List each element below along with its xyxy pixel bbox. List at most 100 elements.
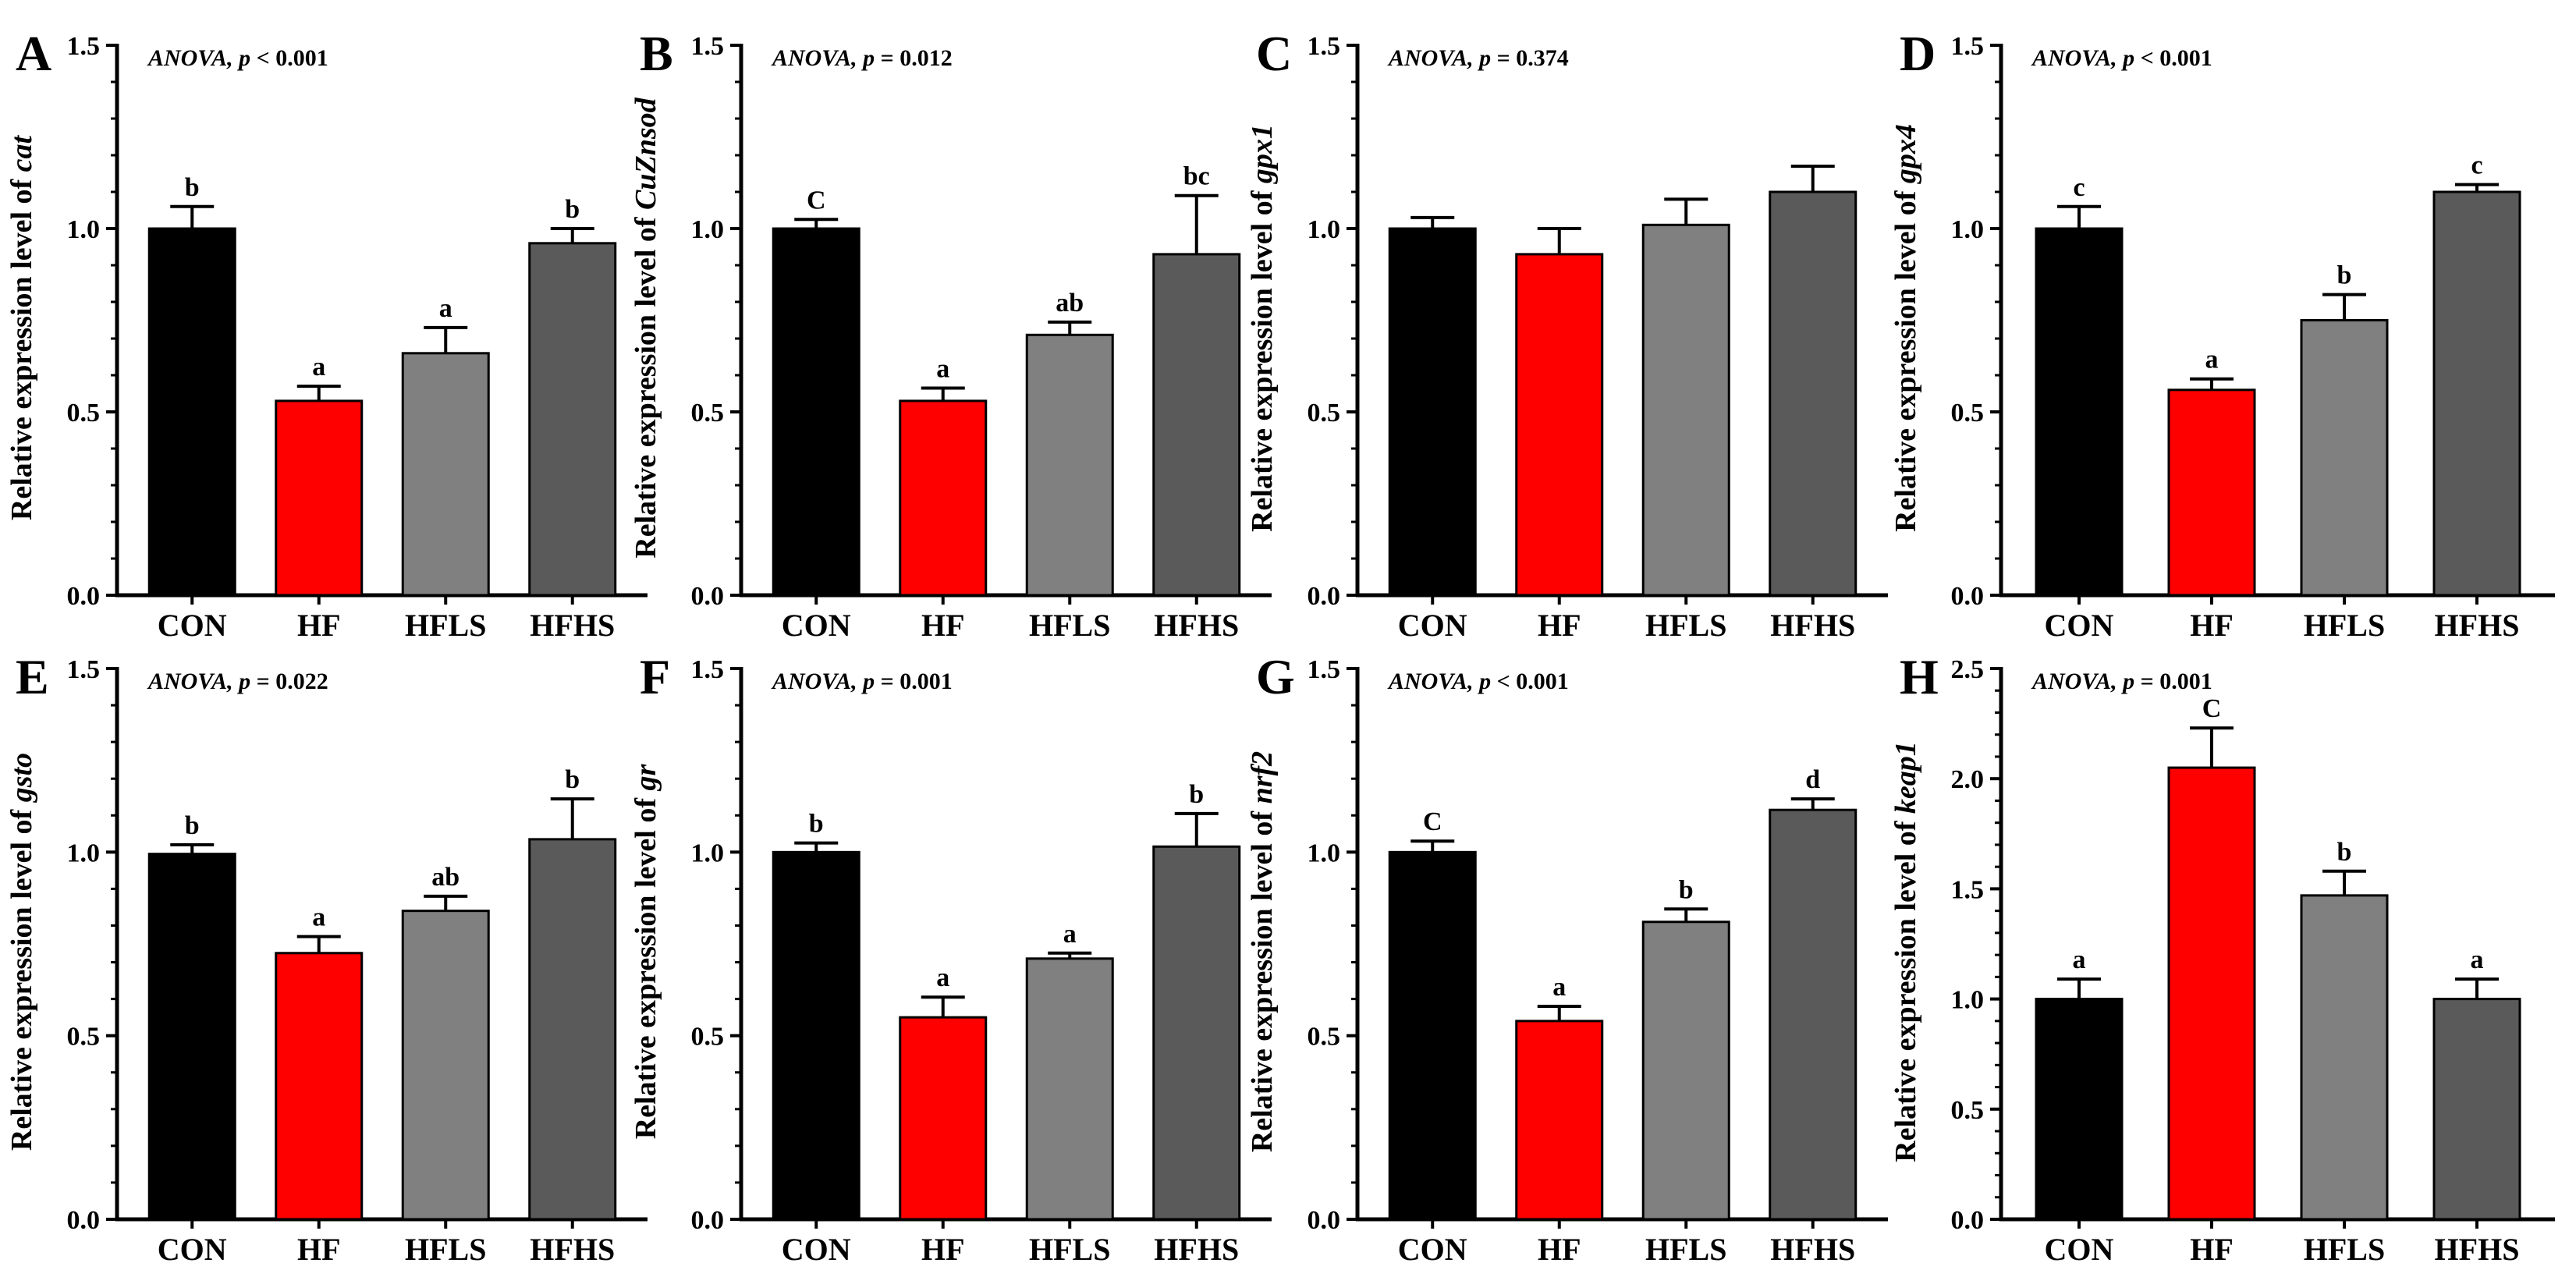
significance-letter: a — [439, 294, 452, 323]
x-category-label: HF — [921, 608, 965, 643]
y-tick-label: 1.0 — [67, 839, 101, 867]
y-axis-title-prefix: Relative expression level of — [630, 791, 662, 1140]
bar-hfhs — [1152, 845, 1241, 1221]
y-tick-label: 0.5 — [1951, 399, 1985, 427]
significance-letter: a — [1552, 973, 1566, 1002]
significance-letter: ab — [1056, 289, 1084, 317]
x-category-label: HFLS — [1645, 608, 1726, 643]
bar-hfhs — [2432, 998, 2521, 1221]
bar-hf — [1515, 253, 1604, 597]
bar-hfls — [401, 352, 490, 597]
significance-letter: b — [2337, 838, 2352, 867]
anova-p-value: = 0.022 — [257, 669, 328, 694]
y-axis-title-prefix: Relative expression level of — [1246, 803, 1279, 1152]
bar-hfls — [1641, 921, 1730, 1221]
y-tick-label: 0.5 — [1308, 1023, 1341, 1052]
anova-label: ANOVA, — [1387, 45, 1479, 71]
y-tick-label: 1.5 — [67, 655, 101, 684]
significance-letter: a — [312, 903, 325, 932]
x-category-label: HFHS — [1770, 608, 1855, 643]
x-category-label: HFLS — [2304, 1232, 2385, 1267]
y-tick-label: 0.5 — [67, 1023, 101, 1052]
bar-con — [1388, 227, 1477, 597]
bar-con — [147, 227, 236, 597]
panel-letter: A — [16, 26, 51, 81]
panel-letter: G — [1256, 649, 1295, 704]
x-category-label: HFHS — [1154, 1232, 1239, 1267]
bar-hf — [275, 952, 364, 1221]
anova-p-symbol: p — [860, 669, 881, 694]
anova-annotation: ANOVA, p < 0.001 — [2031, 45, 2212, 71]
y-tick-label: 1.5 — [691, 32, 725, 61]
y-axis-title-prefix: Relative expression level of — [5, 802, 38, 1151]
y-tick-label: 0.5 — [1951, 1096, 1985, 1125]
x-category-label: HFLS — [1029, 608, 1110, 643]
bar-hfls — [2300, 894, 2389, 1221]
significance-letter: bc — [1183, 162, 1210, 191]
anova-annotation: ANOVA, p = 0.374 — [1387, 45, 1569, 71]
x-category-label: HFHS — [2435, 608, 2520, 643]
anova-p-value: = 0.012 — [881, 45, 953, 71]
significance-letter: b — [565, 195, 580, 224]
y-tick-label: 1.5 — [1951, 875, 1985, 904]
y-tick-label: 1.5 — [691, 655, 725, 684]
x-category-label: HFHS — [2435, 1232, 2520, 1267]
x-category-label: CON — [782, 608, 851, 643]
y-tick-label: 0.0 — [1951, 582, 1985, 611]
anova-label: ANOVA, — [2031, 45, 2123, 71]
panel-letter: B — [640, 26, 673, 81]
y-tick-label: 1.5 — [67, 32, 101, 61]
anova-p-symbol: p — [860, 45, 881, 71]
anova-p-value: < 0.001 — [257, 45, 328, 71]
significance-letter: a — [936, 354, 949, 383]
significance-letter: b — [1189, 780, 1204, 809]
anova-annotation: ANOVA, p = 0.001 — [2031, 669, 2212, 694]
bar-hfhs — [528, 838, 617, 1221]
bar-hf — [899, 1016, 988, 1221]
x-category-label: CON — [1398, 608, 1467, 643]
panel-letter: D — [1900, 26, 1936, 81]
y-axis-title: Relative expression level of gpx1 — [1246, 124, 1279, 532]
bar-con — [772, 227, 860, 597]
x-category-label: CON — [158, 608, 227, 643]
anova-p-symbol: p — [236, 45, 257, 71]
significance-letter: a — [2073, 945, 2086, 974]
bar-hfhs — [1152, 253, 1241, 597]
bar-hfls — [1025, 333, 1114, 597]
x-category-label: HFLS — [405, 1232, 486, 1267]
y-axis-title: Relative expression level of gr — [630, 764, 662, 1140]
bar-con — [147, 853, 236, 1221]
y-tick-label: 1.0 — [1308, 215, 1341, 244]
y-tick-label: 0.5 — [691, 1023, 725, 1052]
y-axis-title: Relative expression level of cat — [5, 134, 38, 520]
significance-letter: c — [2073, 173, 2085, 202]
panel-e: E ANOVA, p = 0.022 Relative expression lev… — [5, 649, 648, 1267]
y-axis-title-gene: CuZnsod — [630, 97, 662, 210]
x-category-label: HF — [1538, 1232, 1581, 1267]
y-tick-label: 0.0 — [67, 582, 101, 611]
anova-annotation: ANOVA, p = 0.022 — [147, 669, 328, 694]
y-axis-title-gene: gpx1 — [1246, 124, 1279, 184]
anova-annotation: ANOVA, p = 0.001 — [771, 669, 953, 694]
panel-letter: E — [16, 649, 49, 704]
bar-hfhs — [1769, 190, 1857, 597]
y-tick-label: 0.5 — [67, 399, 101, 427]
x-category-label: CON — [2045, 608, 2114, 643]
panel-h: H ANOVA, p = 0.001 Relative expression lev… — [1889, 649, 2555, 1267]
bar-hfls — [401, 910, 490, 1221]
bar-con — [772, 850, 860, 1221]
y-axis-title: Relative expression level of gpx4 — [1889, 124, 1922, 532]
anova-p-value: < 0.001 — [2141, 45, 2212, 71]
anova-p-symbol: p — [236, 669, 257, 694]
x-category-label: HF — [1538, 608, 1581, 643]
anova-p-symbol: p — [2120, 669, 2141, 694]
significance-letter: b — [185, 811, 200, 840]
significance-letter: b — [565, 765, 580, 794]
bar-con — [1388, 850, 1477, 1221]
anova-label: ANOVA, — [147, 45, 239, 71]
y-tick-label: 1.0 — [691, 839, 725, 867]
significance-letter: a — [936, 963, 949, 992]
y-axis-title-gene: cat — [5, 134, 38, 172]
significance-letter: a — [312, 353, 325, 381]
